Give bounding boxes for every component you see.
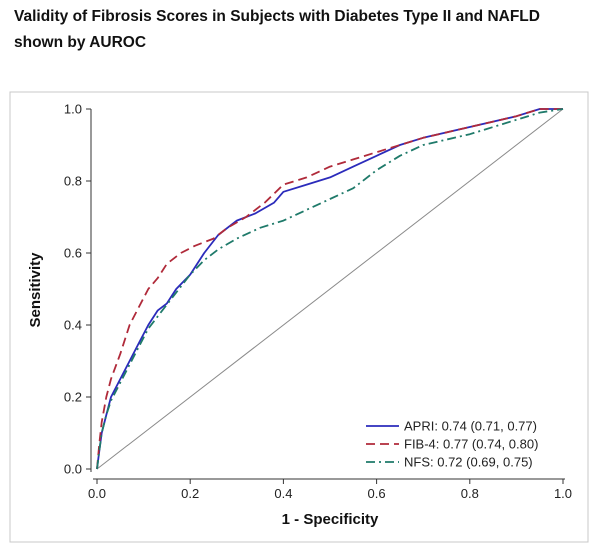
legend-item-fib4: FIB-4: 0.77 (0.74, 0.80) (366, 437, 538, 452)
y-tick-label: 0.0 (64, 462, 82, 477)
legend-label: NFS: 0.72 (0.69, 0.75) (404, 455, 533, 470)
reference-diagonal (96, 108, 564, 470)
y-tick-label: 0.2 (64, 390, 82, 405)
x-axis-label: 1 - Specificity (282, 511, 379, 528)
y-axis-label: Sensitivity (27, 252, 44, 328)
reference-diagonal-layer (96, 108, 564, 470)
x-tick-label: 0.4 (274, 486, 292, 501)
chart-title: Validity of Fibrosis Scores in Subjects … (14, 8, 540, 51)
fib4-roc-curve (96, 108, 563, 470)
legend-item-nfs: NFS: 0.72 (0.69, 0.75) (366, 455, 533, 470)
chart-frame (9, 91, 589, 543)
x-tick-label: 0.6 (368, 486, 386, 501)
x-tick-label: 0.8 (461, 486, 479, 501)
series-layer (96, 108, 564, 470)
legend-label: APRI: 0.74 (0.71, 0.77) (404, 419, 537, 434)
axes: 0.0 0.2 0.4 0.6 0.8 1.0 0.0 0.2 0.4 0.6 0.8 1.0 (64, 102, 572, 502)
y-tick-label: 0.6 (64, 246, 82, 261)
x-tick-label: 1.0 (554, 486, 572, 501)
x-tick-label: 0.2 (181, 486, 199, 501)
nfs-roc-curve (96, 108, 564, 470)
y-tick-label: 1.0 (64, 102, 82, 117)
legend-label: FIB-4: 0.77 (0.74, 0.80) (404, 437, 538, 452)
y-tick-label: 0.8 (64, 174, 82, 189)
legend-item-apri: APRI: 0.74 (0.71, 0.77) (366, 419, 537, 434)
legend: APRI: 0.74 (0.71, 0.77) FIB-4: 0.77 (0.74… (366, 419, 538, 470)
x-tick-label: 0.0 (88, 486, 106, 501)
y-tick-label: 0.4 (64, 318, 82, 333)
